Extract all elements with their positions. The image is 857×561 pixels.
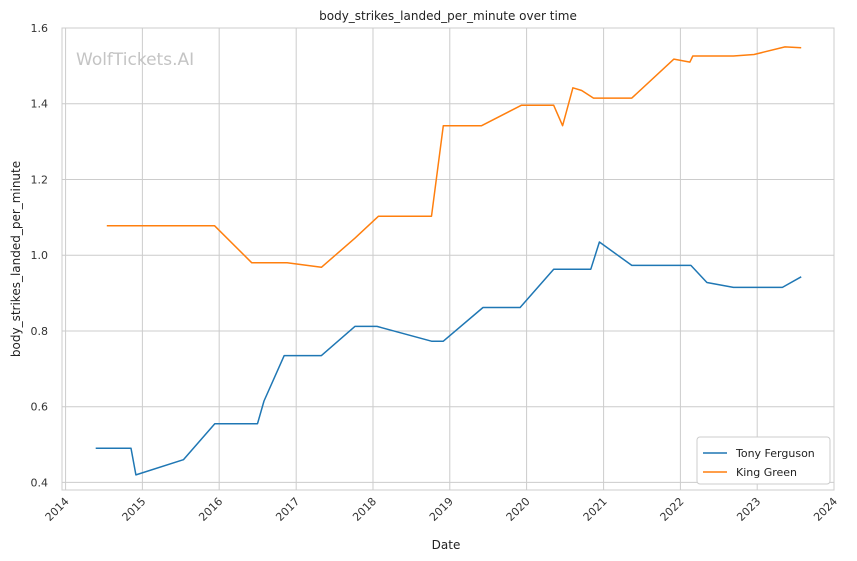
- series-line-king-green: [106, 46, 802, 269]
- watermark: WolfTickets.AI: [76, 50, 194, 70]
- x-tick-label: 2024: [811, 495, 840, 524]
- x-tick-label: 2015: [120, 495, 149, 524]
- x-tick-label: 2023: [734, 495, 763, 524]
- x-tick-label: 2021: [581, 495, 610, 524]
- y-tick-label: 1.2: [31, 173, 49, 186]
- y-tick-label: 0.8: [31, 325, 49, 338]
- x-tick-label: 2022: [658, 495, 687, 524]
- y-tick-label: 1.4: [31, 98, 49, 111]
- grid-lines: [62, 27, 835, 490]
- y-tick-label: 1.0: [31, 249, 49, 262]
- plot-area: [61, 27, 835, 491]
- x-tick-label: 2016: [196, 495, 225, 524]
- x-tick-label: 2014: [43, 495, 72, 524]
- legend: Tony Ferguson King Green: [696, 436, 831, 485]
- x-tick-label: 2018: [350, 495, 379, 524]
- y-tick-label: 1.6: [31, 22, 49, 35]
- legend-label-king-green: King Green: [736, 466, 797, 479]
- legend-box: [696, 436, 831, 485]
- series-layer: [95, 46, 802, 476]
- y-axis-label: body_strikes_landed_per_minute: [9, 161, 23, 357]
- x-tick-label: 2020: [504, 495, 533, 524]
- series-line-tony-ferguson: [95, 241, 802, 476]
- y-tick-label: 0.6: [31, 401, 49, 414]
- x-tick-label: 2019: [427, 495, 456, 524]
- y-tick-label: 0.4: [31, 476, 49, 489]
- chart-title: body_strikes_landed_per_minute over time: [319, 9, 577, 23]
- legend-label-tony-ferguson: Tony Ferguson: [735, 447, 815, 460]
- x-axis-label: Date: [432, 538, 461, 552]
- x-tick-label: 2017: [273, 495, 302, 524]
